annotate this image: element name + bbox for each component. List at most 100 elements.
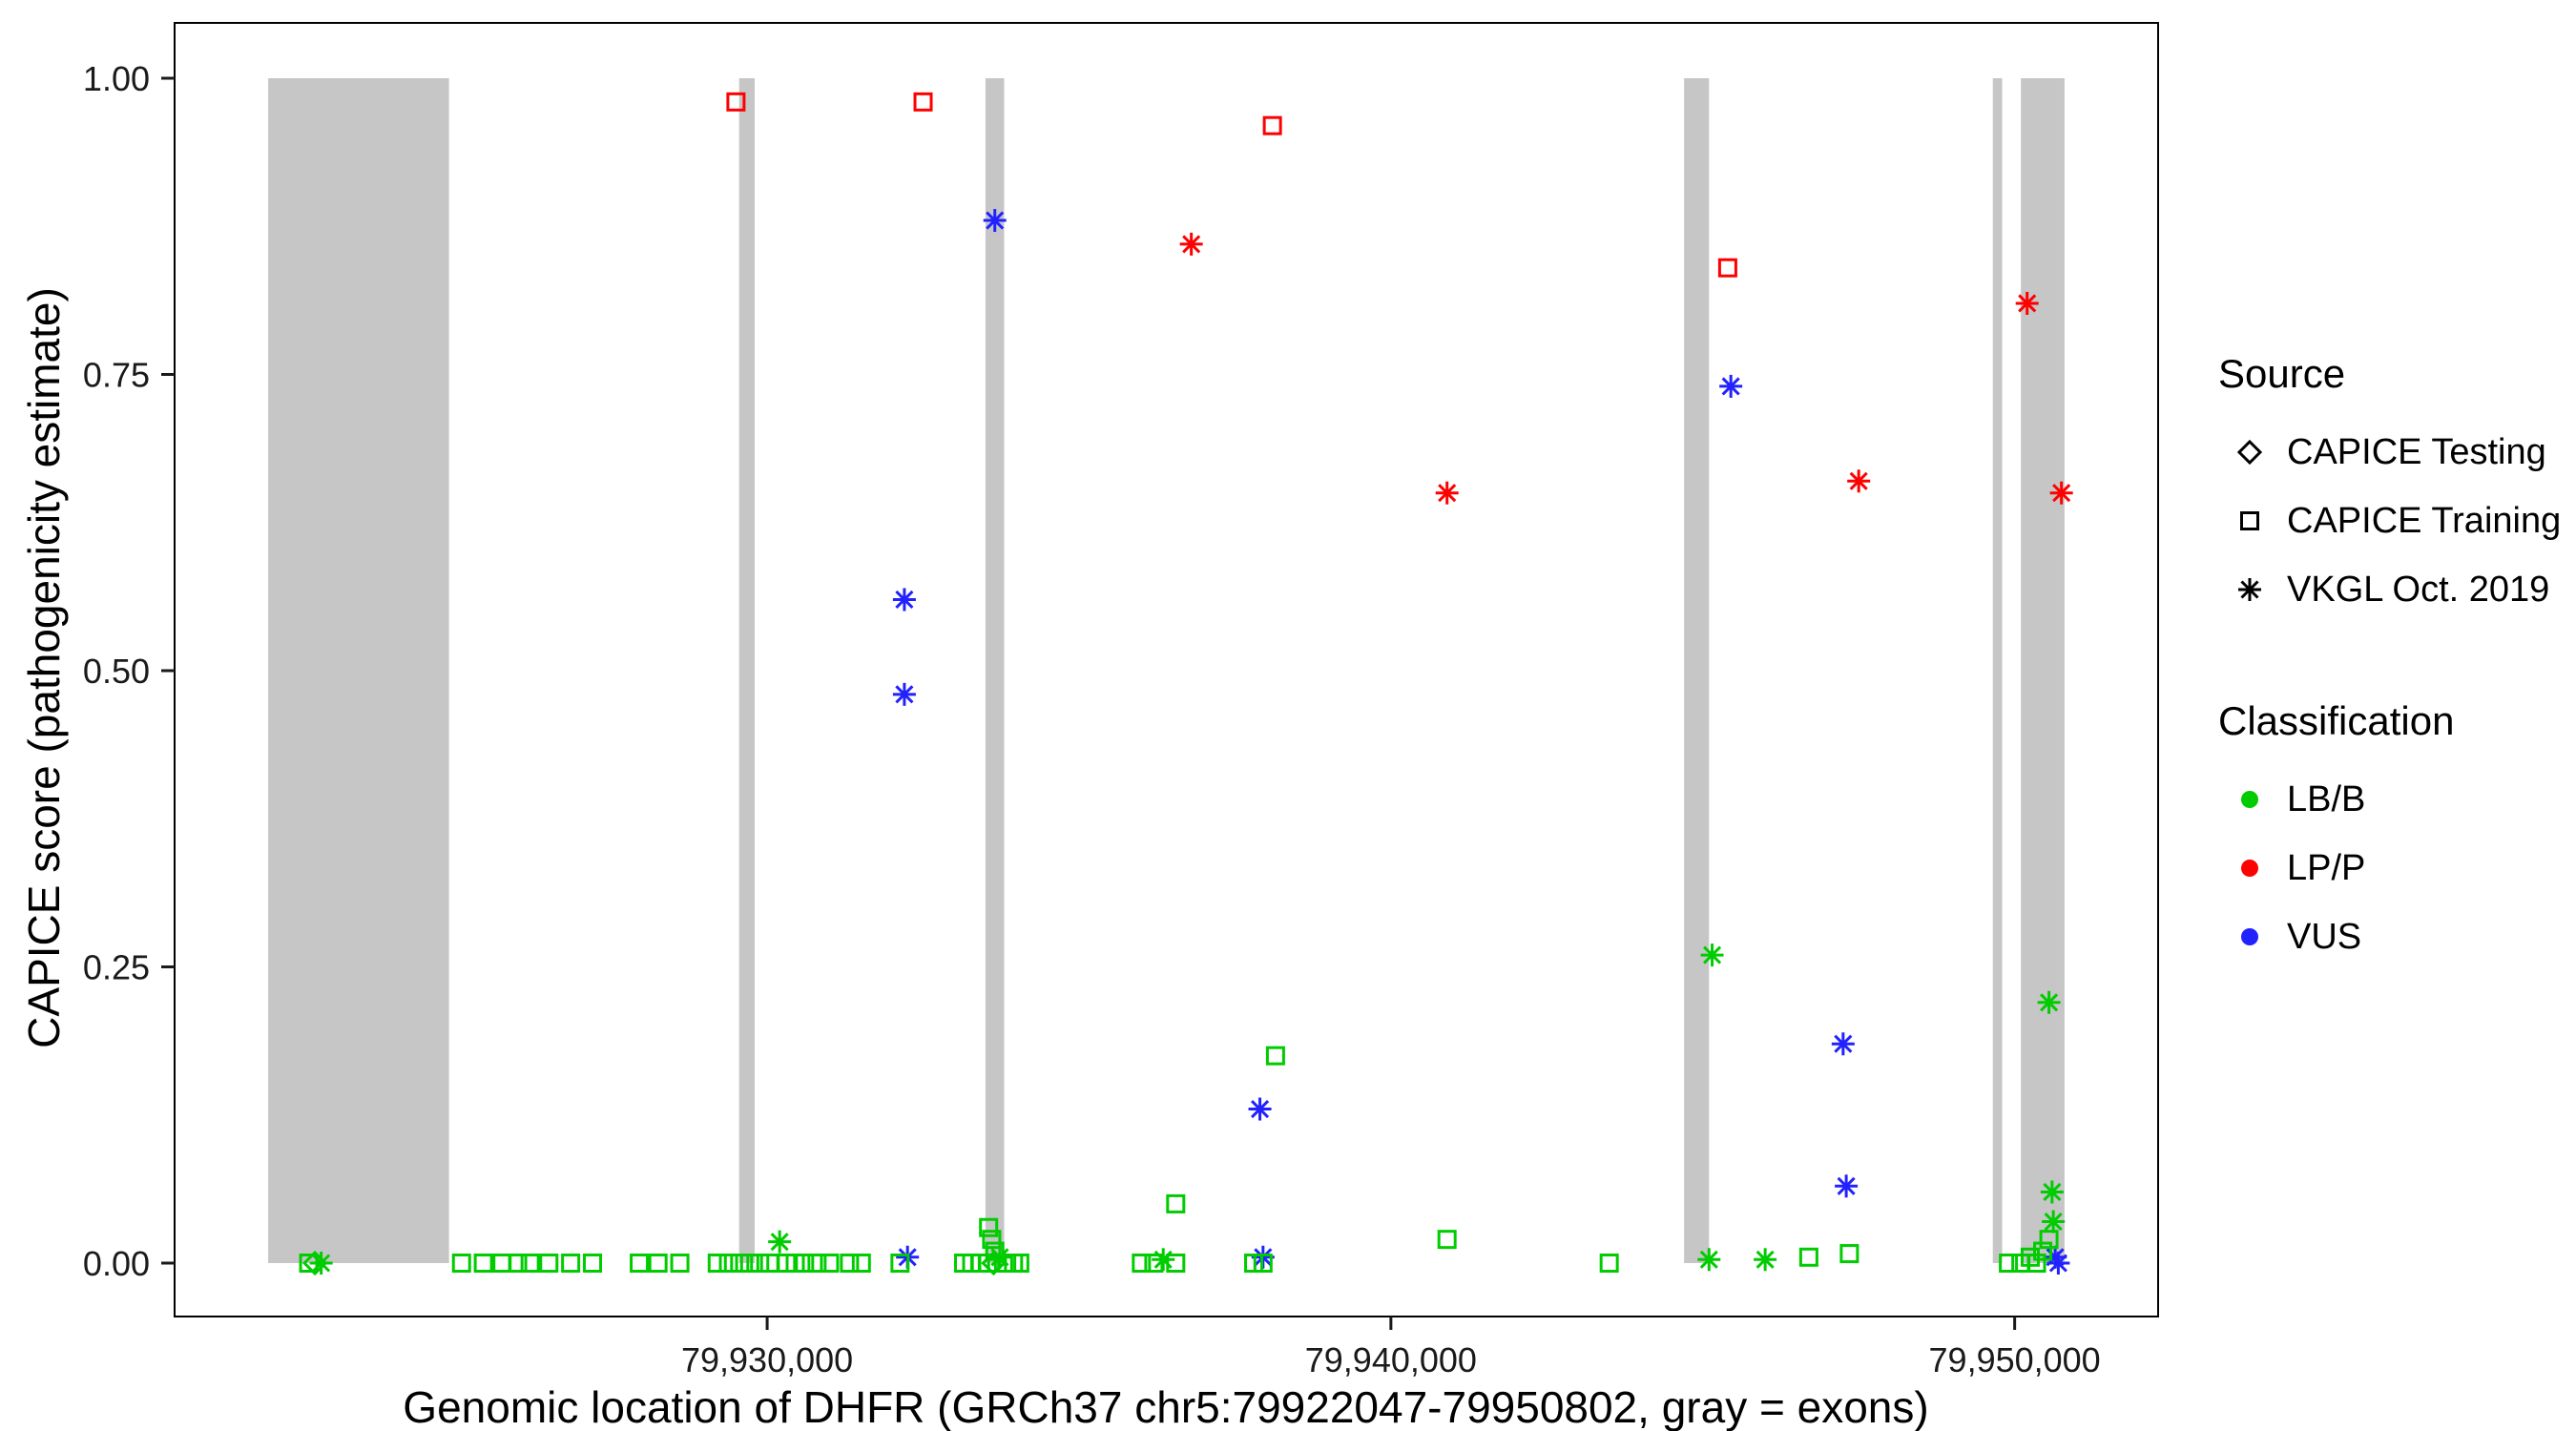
data-point [2042,1210,2066,1234]
y-tick-label: 0.75 [83,356,150,395]
data-point [913,92,933,112]
exon-band [2021,78,2065,1263]
data-point [768,1230,792,1254]
dot-glyph [2241,928,2258,945]
data-point [1265,1046,1285,1066]
square-icon [2228,499,2272,543]
data-point [648,1254,668,1273]
data-point [1839,1244,1859,1264]
y-tick-label: 0.25 [83,948,150,987]
data-point [726,92,746,112]
legend-item-label: LB/B [2287,778,2366,819]
legend-item-vkgl: VKGL Oct. 2019 [2218,555,2561,624]
data-point [492,1254,512,1273]
data-point [1253,1254,1273,1273]
data-point [1132,1254,1152,1273]
data-point [982,1230,1002,1250]
data-point [1717,258,1737,278]
asterisk-icon [2228,568,2272,612]
dot-marker [2241,860,2258,877]
legend-item-capice-training: CAPICE Training [2218,487,2561,555]
data-point [2049,481,2073,505]
exon-band [268,78,449,1263]
legend-item-label: CAPICE Testing [2287,431,2546,472]
data-point [473,1254,493,1273]
data-point [979,1217,999,1237]
data-point [2020,1247,2040,1267]
data-point [739,1254,759,1273]
data-point [807,1254,827,1273]
data-point [750,1254,770,1273]
data-point [1152,1248,1175,1272]
panel-border [174,22,2159,1317]
data-point [2033,1241,2053,1261]
legend-item-label: VUS [2287,916,2362,957]
legend-item-label: LP/P [2287,847,2366,888]
data-point [508,1254,528,1273]
x-tick-label: 79,930,000 [681,1340,853,1379]
data-point [1847,469,1871,493]
diamond-marker [2236,439,2263,466]
data-point [2015,291,2039,315]
data-point [1009,1254,1029,1273]
asterisk-glyph [2238,578,2261,601]
y-axis-title: CAPICE score (pathogenicity estimate) [19,287,69,1048]
legend-item-capice-testing: CAPICE Testing [2218,418,2561,487]
dot-glyph [2241,791,2258,808]
x-tick-label: 79,950,000 [1929,1340,2101,1379]
legend: Source CAPICE Testing CAPICE Training VK… [2218,351,2561,971]
square-glyph [2240,511,2259,530]
y-tick-label: 0.50 [83,652,150,691]
x-axis-title: Genomic location of DHFR (GRCh37 chr5:79… [403,1382,1929,1431]
data-point [561,1254,581,1273]
data-point [1248,1097,1272,1121]
legend-source-section: Source CAPICE Testing CAPICE Training VK… [2218,351,2561,624]
y-tick-label: 0.00 [83,1244,150,1283]
data-point [759,1254,779,1273]
green-dot-icon [2228,778,2272,821]
diamond-icon [2228,430,2272,474]
data-point [840,1254,860,1273]
data-point [1835,1174,1859,1198]
dot-marker [2241,928,2258,945]
legend-source-title: Source [2218,351,2346,396]
legend-item-lbb: LB/B [2218,765,2561,834]
asterisk-marker [2238,578,2261,601]
data-point [1754,1248,1777,1272]
blue-dot-icon [2228,915,2272,959]
y-tick-label: 1.00 [83,59,150,98]
data-point [1697,1248,1721,1272]
data-point [890,1254,910,1273]
data-point [2037,990,2061,1014]
data-point [730,1254,750,1273]
data-point [707,1254,727,1273]
data-point [820,1254,840,1273]
data-point [1166,1254,1186,1273]
data-point [795,1254,815,1273]
legend-classification-title: Classification [2218,698,2455,743]
exon-band [1992,78,2003,1263]
legend-item-label: CAPICE Training [2287,500,2562,541]
data-point [309,1252,333,1275]
data-point [583,1254,603,1273]
data-point [983,209,1007,233]
data-point [1798,1247,1818,1267]
data-point [851,1254,871,1273]
legend-item-lpp: LP/P [2218,834,2561,902]
data-point [1831,1032,1855,1056]
dot-glyph [2241,860,2258,877]
exon-band [738,78,756,1263]
data-point [1179,232,1203,256]
square-marker [2240,511,2259,530]
data-point [892,588,916,612]
dot-marker [2241,791,2258,808]
data-point [630,1254,650,1273]
data-point [670,1254,690,1273]
x-tick-label: 79,940,000 [1305,1340,1477,1379]
data-point [2026,1254,2046,1273]
data-point [1719,374,1743,398]
exon-band [985,78,1005,1263]
data-point [2039,1230,2059,1250]
